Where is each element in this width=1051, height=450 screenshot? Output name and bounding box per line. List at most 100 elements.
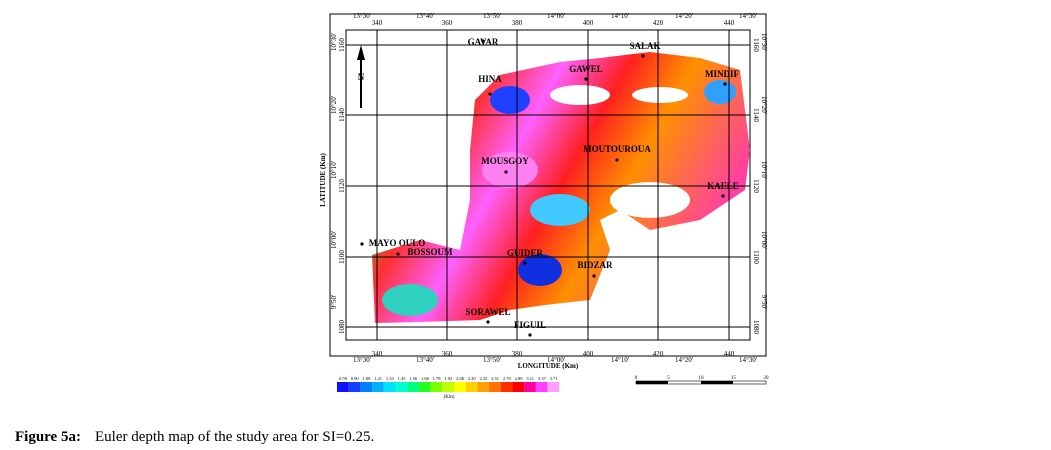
north-label: N (358, 72, 365, 82)
degree-x-label: 14°20' (675, 356, 693, 364)
legend-label: 3.37 (538, 376, 547, 381)
degree-x-label: 14°00' (547, 356, 565, 364)
euler-map (372, 52, 750, 323)
km-x-label: 400 (583, 19, 594, 27)
place-label: SORAWEL (465, 307, 510, 317)
place-dot (721, 194, 725, 198)
place-dot (488, 92, 492, 96)
km-y-label: 1080 (752, 320, 760, 335)
legend-label: 1.78 (433, 376, 442, 381)
degree-x-label: 13°40' (416, 356, 434, 364)
legend-label: 2.89 (515, 376, 524, 381)
legend-label: 2.51 (491, 376, 499, 381)
legend-swatch (372, 382, 384, 392)
legend-label: 2.70 (503, 376, 512, 381)
place-dot (592, 274, 596, 278)
degree-x-label: 14°00' (547, 12, 565, 20)
legend-label: 3.71 (550, 376, 558, 381)
place-label: GUIDER (507, 248, 544, 258)
km-y-label: 1140 (752, 108, 760, 122)
legend-unit: (Km) (444, 395, 455, 400)
km-x-label: 420 (653, 19, 664, 27)
place-label: GAVAR (468, 37, 499, 47)
place-label: FIGUIL (514, 320, 546, 330)
degree-x-label: 13°30' (353, 12, 371, 20)
legend-label: 1.92 (444, 376, 452, 381)
scale-label: 15 (731, 376, 737, 381)
km-x-label: 340 (372, 19, 383, 27)
place-dot (504, 170, 508, 174)
x-axis-label: LONGITUDE (Km) (518, 362, 579, 370)
degree-y-label: 10°10' (330, 161, 338, 179)
legend-swatch (465, 382, 478, 392)
degree-y-label: 10°20' (330, 96, 338, 114)
place-label: SALAK (629, 41, 660, 51)
scale-label: 20 (764, 376, 770, 381)
degree-x-label: 14°10' (611, 12, 629, 20)
legend-swatch (407, 382, 419, 392)
legend-swatch (418, 382, 431, 392)
km-x-label: 400 (583, 350, 594, 358)
legend-swatch (337, 382, 349, 392)
legend-label: 1.56 (409, 376, 418, 381)
km-y-label: 1160 (338, 38, 346, 52)
place-dot (584, 77, 588, 81)
degree-y-label: 10°30' (330, 33, 338, 51)
caption-text: Euler depth map of the study area for SI… (95, 429, 374, 445)
km-y-label: 1120 (752, 179, 760, 193)
legend-label: 2.06 (456, 376, 465, 381)
legend-label: 1.66 (421, 376, 430, 381)
scale-bar: 0 5 10 15 20 (635, 376, 770, 385)
degree-y-label: 9°50' (330, 295, 338, 310)
place-dot (396, 252, 400, 256)
legend-swatch (348, 382, 361, 392)
legend-swatch (454, 382, 466, 392)
legend-label: 1.21 (374, 376, 382, 381)
km-x-label: 440 (724, 350, 735, 358)
place-dot (615, 158, 619, 162)
place-dot (486, 320, 490, 324)
km-x-label: 340 (372, 350, 383, 358)
legend-swatch (500, 382, 513, 392)
inner-frame (345, 29, 751, 341)
place-label: GAWEL (569, 64, 603, 74)
degree-x-label: 14°20' (675, 12, 693, 20)
legend-swatch (360, 382, 373, 392)
legend-swatch (395, 382, 408, 392)
scale-label: 0 (635, 376, 638, 381)
legend-swatch (430, 382, 443, 392)
place-dot (523, 261, 527, 265)
degree-y-label: 10°00' (330, 231, 338, 249)
degree-y-label: 10°10' (760, 161, 768, 179)
legend-label: 3.11 (526, 376, 534, 381)
degree-x-label: 13°30' (353, 356, 371, 364)
place-label: BOSSOUM (407, 247, 453, 257)
frame (329, 13, 767, 357)
legend-label: 1.45 (398, 376, 407, 381)
km-y-label: 1100 (338, 250, 346, 264)
km-y-label: 1080 (338, 320, 346, 335)
km-y-label: 1140 (338, 108, 346, 122)
km-x-label: 440 (724, 19, 735, 27)
legend-label: 0.59 (339, 376, 348, 381)
degree-x-label: 13°50' (483, 356, 501, 364)
legend-swatch (547, 382, 560, 392)
legend-swatch (535, 382, 548, 392)
legend-label: 2.35 (479, 376, 488, 381)
place-dot (528, 333, 532, 337)
km-x-label: 360 (442, 350, 453, 358)
place-dot (723, 82, 727, 86)
place-label: HINA (478, 74, 502, 84)
place-label: MOUSGOY (481, 156, 529, 166)
legend-label: 1.08 (362, 376, 371, 381)
legend-label: 0.90 (351, 376, 360, 381)
caption-label: Figure 5a: (15, 429, 81, 445)
degree-x-label: 14°30' (739, 12, 757, 20)
km-x-label: 380 (512, 19, 523, 27)
legend-label: 1.33 (386, 376, 395, 381)
km-y-label: 1120 (338, 179, 346, 193)
north-arrow: N (357, 45, 365, 108)
degree-x-label: 13°50' (483, 12, 501, 20)
legend-swatch (442, 382, 454, 392)
